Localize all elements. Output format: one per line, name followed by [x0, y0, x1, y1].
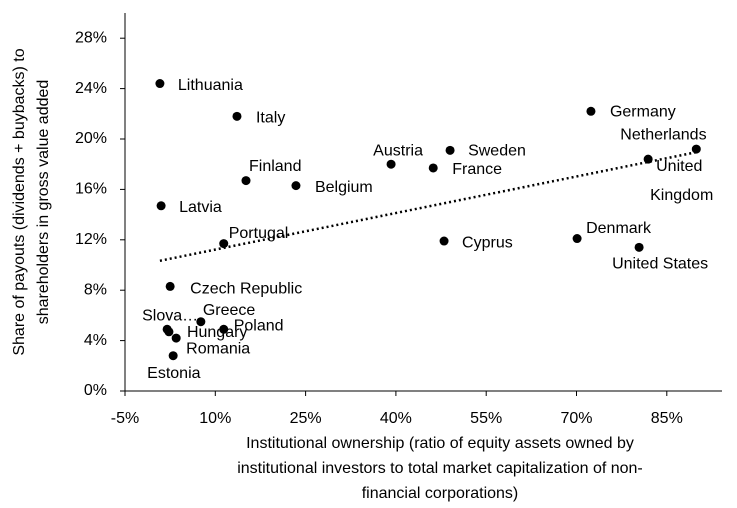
point-label: Lithuania [178, 77, 243, 94]
point [164, 327, 174, 337]
point [156, 201, 166, 211]
point [291, 181, 301, 191]
point [168, 351, 178, 361]
point-label: Romania [186, 340, 250, 357]
x-axis-label: Institutional ownership (ratio of equity… [246, 435, 634, 452]
y-tick-label: 20% [75, 130, 107, 147]
point-label: Sweden [468, 143, 526, 160]
x-tick-label: 40% [380, 410, 412, 427]
y-tick-label: 16% [75, 181, 107, 198]
point [232, 111, 242, 121]
point [155, 79, 165, 89]
point-label: United States [612, 256, 708, 273]
y-tick-label: 24% [75, 80, 107, 97]
point-label: Cyprus [462, 234, 513, 251]
y-axis-label: shareholders in gross value added [35, 80, 52, 325]
y-tick-label: 8% [84, 281, 107, 298]
point [219, 324, 229, 334]
point [586, 106, 596, 116]
point-label: Austria [373, 142, 423, 159]
point-label: Greece [203, 302, 256, 319]
y-axis-label: Share of payouts (dividends + buybacks) … [11, 48, 28, 355]
point-label: Denmark [586, 220, 652, 237]
point-label: Italy [256, 110, 285, 127]
point-label: France [452, 161, 502, 178]
point-label: Hungary [187, 324, 247, 341]
point [439, 236, 449, 246]
y-tick-label: 4% [84, 332, 107, 349]
point [219, 239, 229, 249]
point [196, 317, 206, 327]
x-tick-label: 10% [199, 410, 231, 427]
point [171, 333, 181, 343]
point-label: Belgium [315, 179, 373, 196]
x-tick-label: 85% [651, 410, 683, 427]
point-label: Estonia [147, 365, 200, 382]
y-tick-label: 0% [84, 382, 107, 399]
point [634, 242, 644, 252]
point-label: Germany [610, 103, 676, 120]
point [386, 159, 396, 169]
x-axis-label: financial corporations) [362, 485, 519, 502]
y-tick-label: 12% [75, 231, 107, 248]
point [643, 154, 653, 164]
x-tick-label: 70% [560, 410, 592, 427]
point-label: Netherlands [620, 126, 706, 143]
point-label: Portugal [229, 225, 289, 242]
point-label: Latvia [179, 199, 222, 216]
point [445, 145, 455, 155]
point [428, 163, 438, 173]
trendline [159, 150, 697, 263]
point-label: Finland [249, 158, 301, 175]
point [691, 144, 701, 154]
y-tick-label: 28% [75, 29, 107, 46]
point-label: United Kingdom [650, 158, 713, 204]
point-label: Czech Republic [190, 281, 302, 298]
point [241, 176, 251, 186]
point-label: Poland [234, 317, 284, 334]
point-label: Slova… [142, 307, 198, 324]
point [165, 281, 175, 291]
x-tick-label: 25% [290, 410, 322, 427]
x-tick-label: -5% [111, 410, 139, 427]
x-axis-label: institutional investors to total market … [237, 460, 643, 477]
x-tick-label: 55% [470, 410, 502, 427]
point [572, 234, 582, 244]
